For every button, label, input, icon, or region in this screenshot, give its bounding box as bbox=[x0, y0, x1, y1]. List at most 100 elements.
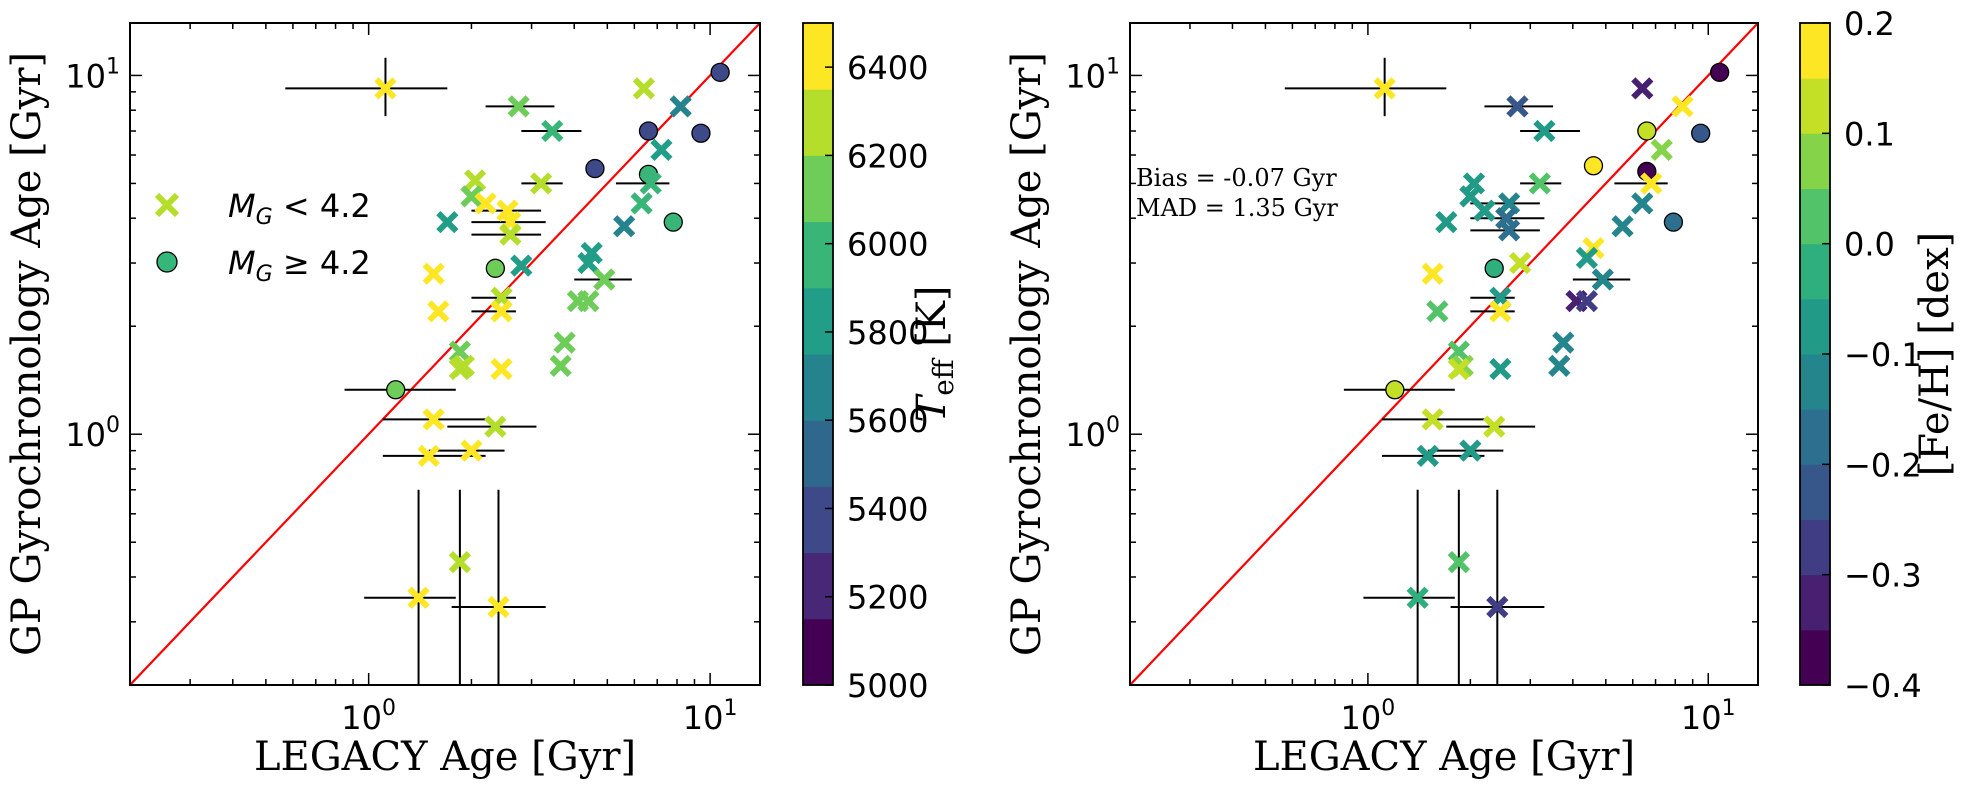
colorbar-segment bbox=[1800, 298, 1830, 355]
data-point-x-marker bbox=[1548, 354, 1571, 378]
data-point-x-marker bbox=[530, 172, 553, 195]
data-point-circle-marker bbox=[1637, 121, 1657, 141]
axis-ticks bbox=[1129, 23, 1758, 686]
legend-x-marker bbox=[154, 192, 180, 218]
colorbar-tick-label: 0.1 bbox=[1844, 115, 1895, 153]
data-point-x-marker bbox=[577, 289, 600, 313]
stat-annotation: MAD = 1.35 Gyr bbox=[1136, 194, 1338, 222]
colorbar-label-rest: [K] bbox=[909, 286, 955, 360]
data-point-x-marker bbox=[1486, 595, 1509, 619]
data-point-x-marker bbox=[448, 551, 472, 574]
y-axis-label: GP Gyrochronology Age [Gyr] bbox=[1004, 52, 1050, 656]
colorbar-segment bbox=[803, 221, 833, 289]
tick-exponent: 0 bbox=[1381, 696, 1395, 721]
data-point-x-marker bbox=[1640, 172, 1663, 195]
data-point-x-marker bbox=[422, 408, 445, 431]
colorbar-segment bbox=[1800, 574, 1830, 631]
x-tick-label: 100 bbox=[341, 696, 396, 737]
y-tick-label: 100 bbox=[65, 413, 120, 454]
tick-exponent: 1 bbox=[106, 54, 120, 79]
legend-label: MG < 4.2 bbox=[228, 187, 371, 230]
data-point-x-marker bbox=[549, 354, 572, 378]
data-point-x-marker bbox=[490, 357, 513, 381]
data-point-circle-marker bbox=[1583, 156, 1604, 176]
colorbar-tick-label: 0.0 bbox=[1844, 226, 1895, 264]
colorbar-label-main: T bbox=[909, 392, 955, 422]
data-point-x-marker bbox=[1406, 586, 1429, 609]
data-point-circle-marker bbox=[1385, 380, 1405, 400]
data-point-x-marker bbox=[499, 223, 522, 246]
legend-circle-marker bbox=[156, 251, 178, 273]
legend-label-rest: ≥ 4.2 bbox=[273, 244, 371, 282]
colorbar-frame bbox=[802, 22, 834, 686]
data-point-x-marker bbox=[639, 172, 662, 195]
data-point-x-marker bbox=[1421, 408, 1444, 431]
axis-ticks bbox=[129, 23, 760, 686]
colorbar-tick-label: 5600 bbox=[847, 402, 928, 440]
x-tick-label: 101 bbox=[683, 696, 738, 737]
data-point-x-marker bbox=[1447, 357, 1470, 381]
data-point-x-marker bbox=[1650, 138, 1673, 162]
data-point-x-marker bbox=[650, 138, 673, 162]
data-point-x-marker bbox=[669, 95, 692, 118]
colorbar-tick-label: 6400 bbox=[847, 49, 928, 87]
colorbar-segment bbox=[1800, 409, 1830, 465]
data-point-circle-marker bbox=[1484, 258, 1504, 278]
data-point-x-marker bbox=[632, 77, 656, 100]
legend-label-sub: G bbox=[256, 262, 273, 287]
data-point-circle-marker bbox=[386, 380, 406, 400]
data-point-x-marker bbox=[407, 586, 430, 609]
data-point-x-marker bbox=[1421, 262, 1444, 285]
data-point-x-marker bbox=[1498, 219, 1521, 242]
colorbar-segment bbox=[803, 155, 833, 223]
data-point-x-marker bbox=[1447, 340, 1470, 363]
x-axis-label: LEGACY Age [Gyr] bbox=[1253, 734, 1635, 780]
data-point-x-marker bbox=[422, 262, 445, 285]
data-point-x-marker bbox=[1489, 357, 1512, 381]
colorbar-segment bbox=[803, 552, 833, 620]
colorbar-tick-label: 0.2 bbox=[1844, 5, 1895, 43]
tick-base: 10 bbox=[65, 57, 106, 95]
data-point-x-marker bbox=[436, 211, 459, 234]
data-point-x-marker bbox=[1671, 95, 1694, 118]
data-point-circle-marker bbox=[1663, 212, 1684, 232]
one-to-one-line bbox=[130, 23, 760, 685]
y-axis-label: GP Gyrochronology Age [Gyr] bbox=[4, 52, 50, 656]
data-point-x-marker bbox=[448, 340, 472, 363]
data-point-x-marker bbox=[553, 331, 576, 354]
data-point-x-marker bbox=[1416, 444, 1439, 468]
colorbar-tick-label: 6200 bbox=[847, 137, 928, 175]
data-point-x-marker bbox=[1508, 251, 1532, 275]
colorbar-segment bbox=[803, 486, 833, 554]
data-point-x-marker bbox=[1459, 439, 1482, 462]
tick-exponent: 0 bbox=[1106, 413, 1120, 438]
colorbar-segment bbox=[1800, 133, 1830, 189]
data-point-x-marker bbox=[1533, 119, 1556, 143]
plot-area bbox=[1130, 23, 1758, 685]
data-point-x-marker bbox=[474, 192, 497, 215]
data-point-circle-marker bbox=[485, 258, 506, 278]
colorbar: −0.4 −0.3 −0.2 −0.1 0.0 0.1 0.2 [Fe/H] [dex] bbox=[1799, 5, 1958, 705]
colorbar-tick-label: 5800 bbox=[847, 314, 928, 352]
colorbar-segment bbox=[803, 89, 833, 156]
data-point-x-marker bbox=[1528, 172, 1551, 195]
axes-frame bbox=[1129, 22, 1759, 686]
colorbar-segment bbox=[1800, 464, 1830, 520]
colorbar-segment bbox=[1800, 629, 1830, 686]
tick-base: 10 bbox=[1065, 57, 1106, 95]
data-point-x-marker bbox=[1489, 300, 1512, 323]
legend-label-main: M bbox=[228, 244, 256, 282]
colorbar-tick-label: −0.3 bbox=[1844, 557, 1922, 595]
y-tick-label: 100 bbox=[1065, 413, 1120, 454]
data-point-x-marker bbox=[541, 119, 564, 143]
tick-exponent: 1 bbox=[723, 696, 737, 721]
data-point-x-marker bbox=[487, 595, 510, 619]
data-point-x-marker bbox=[1473, 199, 1496, 222]
data-point-x-marker bbox=[427, 300, 450, 323]
data-point-x-marker bbox=[460, 185, 483, 208]
data-point-x-marker bbox=[417, 444, 440, 468]
colorbar-label-sub: eff bbox=[927, 357, 960, 396]
data-point-x-marker bbox=[1575, 289, 1599, 313]
data-point-x-marker bbox=[1435, 211, 1458, 234]
